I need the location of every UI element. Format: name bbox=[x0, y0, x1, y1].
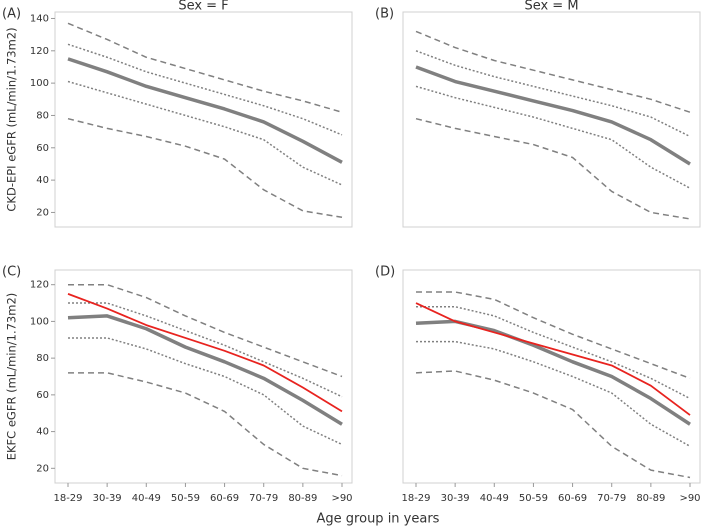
series-line bbox=[416, 340, 691, 447]
series-line bbox=[415, 85, 691, 189]
series-line bbox=[68, 283, 343, 378]
panel-frame bbox=[54, 269, 353, 484]
series-line bbox=[415, 370, 691, 479]
y-tick-label: 100 bbox=[30, 78, 49, 89]
series-line bbox=[415, 302, 691, 416]
series-line bbox=[415, 30, 691, 113]
series-line bbox=[67, 293, 343, 413]
x-tick-label: 50-59 bbox=[519, 493, 548, 504]
y-tick-label: 40 bbox=[36, 427, 49, 438]
y-tick-label: 20 bbox=[36, 463, 49, 474]
series-line bbox=[67, 314, 343, 426]
series-line bbox=[415, 65, 691, 166]
x-tick-label: 18-29 bbox=[53, 493, 82, 504]
panel-title: Sex = M bbox=[524, 0, 578, 14]
series-line bbox=[67, 57, 343, 164]
x-tick-label: 40-49 bbox=[132, 493, 161, 504]
series-line bbox=[67, 80, 343, 186]
y-tick-label: 100 bbox=[30, 316, 49, 327]
x-tick-label: 18-29 bbox=[401, 493, 430, 504]
panel-label: (D) bbox=[375, 265, 395, 280]
x-tick-label: 70-79 bbox=[249, 493, 278, 504]
series-line bbox=[68, 302, 343, 398]
series-line bbox=[67, 43, 343, 136]
x-tick-label: 40-49 bbox=[480, 493, 509, 504]
x-tick-label: 80-89 bbox=[636, 493, 665, 504]
y-tick-label: 120 bbox=[30, 46, 49, 57]
series-line bbox=[416, 291, 691, 380]
x-tick-label: 60-69 bbox=[558, 493, 587, 504]
panel-frame bbox=[402, 11, 701, 228]
series-line bbox=[68, 337, 343, 446]
series-line bbox=[415, 319, 691, 426]
panel-label: (B) bbox=[375, 7, 394, 22]
y-axis-label: CKD-EPI eGFR (mL/min/1.73m2) bbox=[5, 27, 19, 211]
panel-frame bbox=[54, 11, 353, 228]
x-tick-label: 70-79 bbox=[597, 493, 626, 504]
y-axis-label: EKFC eGFR (mL/min/1.73m2) bbox=[5, 293, 19, 461]
panel-label: (A) bbox=[2, 7, 21, 22]
x-tick-label: 30-39 bbox=[93, 493, 122, 504]
y-tick-label: 40 bbox=[36, 175, 49, 186]
y-tick-label: 80 bbox=[36, 110, 49, 121]
series-line bbox=[415, 50, 691, 138]
y-tick-label: 140 bbox=[30, 13, 49, 24]
series-line bbox=[67, 117, 343, 219]
series-line bbox=[68, 372, 343, 477]
series-line bbox=[67, 22, 343, 113]
panel-label: (C) bbox=[2, 265, 21, 280]
series-line bbox=[415, 117, 691, 220]
x-tick-label: 80-89 bbox=[288, 493, 317, 504]
series-line bbox=[416, 305, 691, 400]
x-tick-label: >90 bbox=[679, 493, 700, 504]
y-tick-label: 120 bbox=[30, 280, 49, 291]
panel-frame bbox=[402, 269, 701, 484]
x-axis-label: Age group in years bbox=[317, 512, 440, 527]
panel-title: Sex = F bbox=[178, 0, 228, 14]
y-tick-label: 20 bbox=[36, 207, 49, 218]
y-tick-label: 80 bbox=[36, 353, 49, 364]
x-tick-label: 60-69 bbox=[210, 493, 239, 504]
x-tick-label: >90 bbox=[331, 493, 352, 504]
x-tick-label: 30-39 bbox=[441, 493, 470, 504]
x-tick-label: 50-59 bbox=[171, 493, 200, 504]
y-tick-label: 60 bbox=[36, 390, 49, 401]
y-tick-label: 60 bbox=[36, 143, 49, 154]
